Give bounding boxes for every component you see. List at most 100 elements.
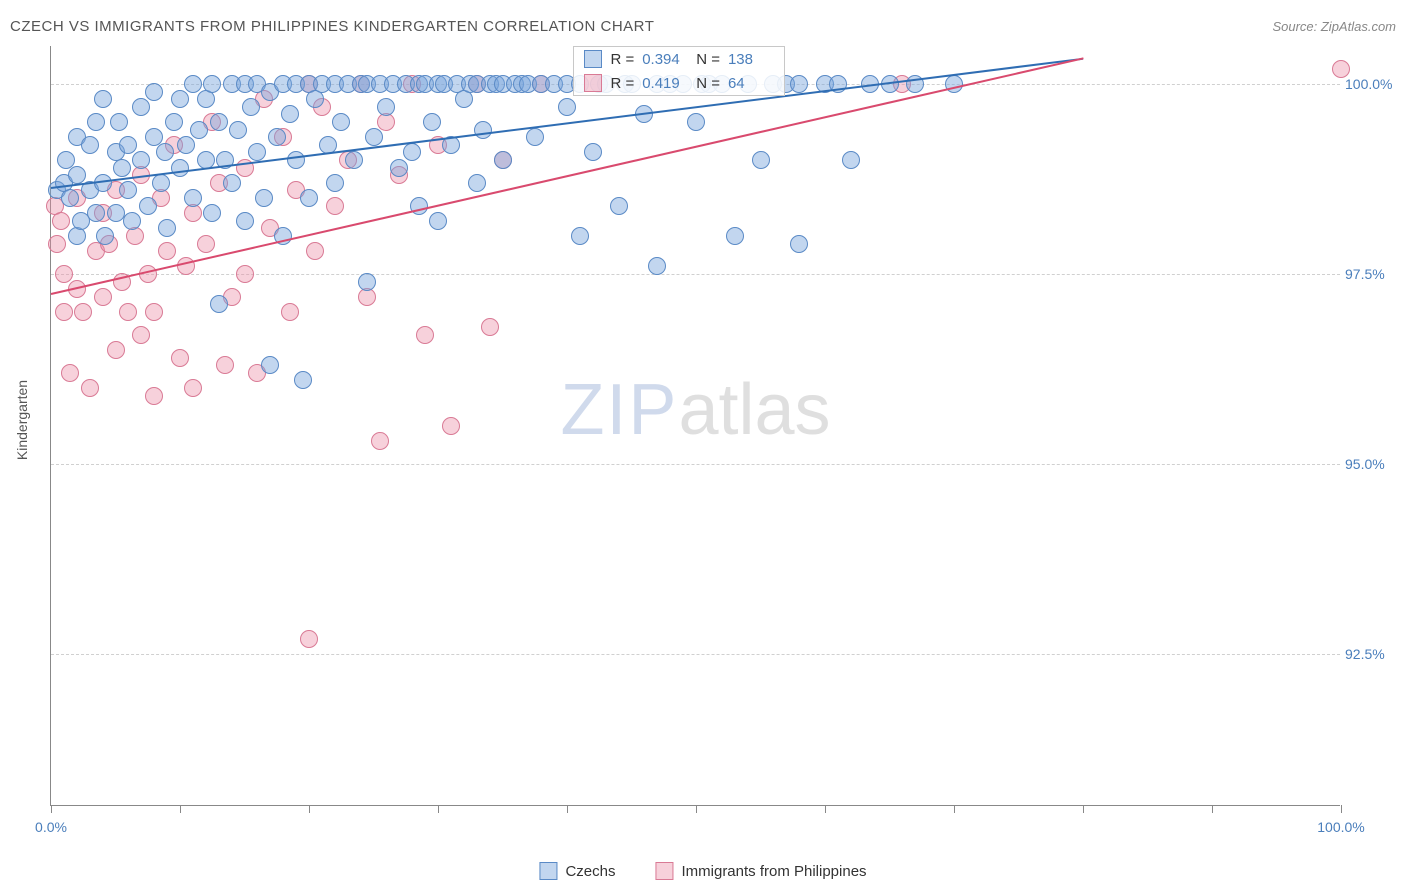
scatter-point-a [229,121,247,139]
legend-item-immigrants: Immigrants from Philippines [655,862,866,880]
scatter-point-a [96,227,114,245]
x-tick [1341,805,1342,813]
scatter-point-b [481,318,499,336]
scatter-point-a [139,197,157,215]
scatter-point-b [216,356,234,374]
scatter-point-a [87,113,105,131]
scatter-point-a [790,75,808,93]
x-tick [51,805,52,813]
scatter-point-b [132,326,150,344]
scatter-point-a [255,189,273,207]
x-tick [309,805,310,813]
scatter-point-a [210,295,228,313]
scatter-point-a [190,121,208,139]
y-tick-label: 100.0% [1345,76,1400,92]
gridline [51,654,1340,655]
legend-swatch-b [655,862,673,880]
legend-swatch-a [539,862,557,880]
scatter-point-a [287,151,305,169]
x-tick [825,805,826,813]
scatter-point-a [248,143,266,161]
scatter-point-a [345,151,363,169]
x-tick [696,805,697,813]
legend-label-b: Immigrants from Philippines [681,863,866,880]
scatter-point-b [119,303,137,321]
scatter-point-a [94,90,112,108]
scatter-point-a [358,273,376,291]
watermark-part2: atlas [678,370,830,450]
stats-swatch [584,74,602,92]
scatter-point-b [107,341,125,359]
scatter-point-a [119,181,137,199]
scatter-point-a [648,257,666,275]
x-tick-label: 0.0% [35,819,67,835]
scatter-point-a [726,227,744,245]
scatter-point-a [203,204,221,222]
scatter-point-a [107,204,125,222]
scatter-point-a [300,189,318,207]
scatter-point-b [197,235,215,253]
x-tick [1212,805,1213,813]
gridline [51,464,1340,465]
scatter-point-a [326,174,344,192]
y-tick-label: 97.5% [1345,266,1400,282]
scatter-point-b [145,303,163,321]
scatter-point-b [416,326,434,344]
scatter-point-b [171,349,189,367]
y-tick-label: 95.0% [1345,456,1400,472]
scatter-point-a [294,371,312,389]
x-tick-label: 100.0% [1317,819,1364,835]
scatter-point-b [94,288,112,306]
scatter-point-b [81,379,99,397]
scatter-point-a [429,212,447,230]
scatter-point-a [268,128,286,146]
scatter-point-b [145,387,163,405]
scatter-point-b [55,265,73,283]
scatter-point-a [203,75,221,93]
scatter-point-a [790,235,808,253]
stats-row: R =0.419N =64 [574,71,784,95]
scatter-point-a [403,143,421,161]
scatter-point-a [132,98,150,116]
scatter-point-a [261,356,279,374]
x-tick [567,805,568,813]
scatter-point-a [242,98,260,116]
scatter-point-a [158,219,176,237]
scatter-point-a [68,227,86,245]
stats-box: R =0.394N =138R =0.419N =64 [573,46,785,96]
scatter-point-b [55,303,73,321]
scatter-point-b [281,303,299,321]
scatter-point-b [158,242,176,260]
scatter-point-a [165,113,183,131]
scatter-point-b [371,432,389,450]
scatter-point-a [177,136,195,154]
scatter-point-a [119,136,137,154]
x-tick [438,805,439,813]
chart-title: CZECH VS IMMIGRANTS FROM PHILIPPINES KIN… [10,18,654,35]
scatter-point-a [390,159,408,177]
scatter-point-b [74,303,92,321]
x-tick [1083,805,1084,813]
scatter-point-a [842,151,860,169]
scatter-point-b [184,379,202,397]
legend-label-a: Czechs [565,863,615,880]
scatter-point-a [468,174,486,192]
scatter-point-a [184,189,202,207]
scatter-point-b [48,235,66,253]
scatter-point-b [126,227,144,245]
scatter-point-b [61,364,79,382]
title-bar: CZECH VS IMMIGRANTS FROM PHILIPPINES KIN… [10,14,1396,38]
scatter-point-b [1332,60,1350,78]
scatter-point-a [123,212,141,230]
scatter-point-a [156,143,174,161]
scatter-point-a [87,204,105,222]
scatter-point-b [236,265,254,283]
scatter-point-a [584,143,602,161]
scatter-point-a [752,151,770,169]
source-label: Source: ZipAtlas.com [1272,19,1396,34]
x-tick [954,805,955,813]
scatter-point-b [306,242,324,260]
x-tick [180,805,181,813]
plot-area: ZIPatlas 92.5%95.0%97.5%100.0%0.0%100.0%… [50,46,1340,806]
scatter-point-b [300,630,318,648]
